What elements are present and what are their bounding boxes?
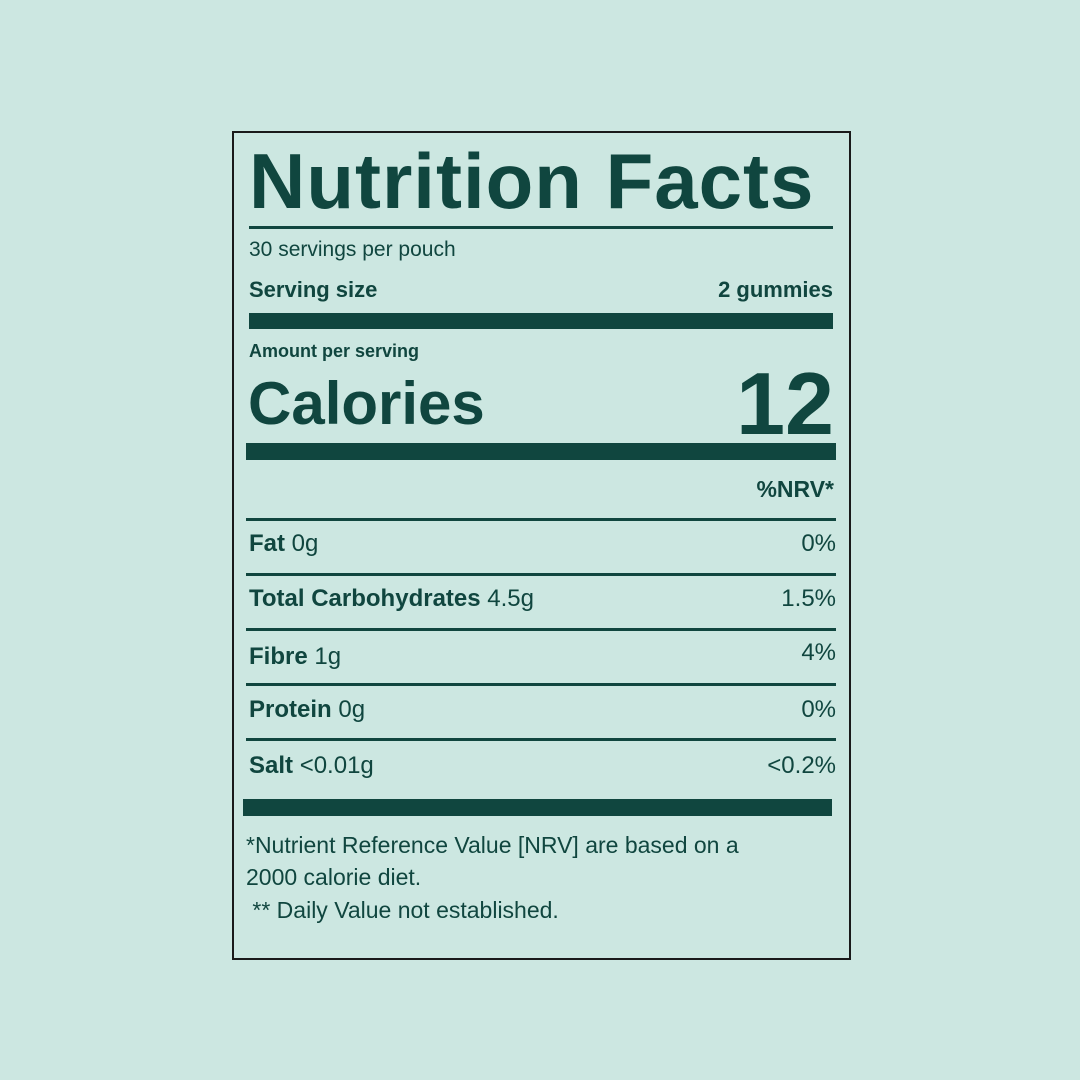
footnote: 2000 calorie diet. <box>246 864 422 890</box>
nutrient-nrv: <0.2% <box>767 752 836 779</box>
calories-value: 12 <box>736 354 834 453</box>
footnote: *Nutrient Reference Value [NRV] are base… <box>246 832 739 858</box>
nutrient-row: Total Carbohydrates 4.5g 1.5% <box>249 584 836 614</box>
nutrient-name: Protein <box>249 696 332 723</box>
nutrient-row: Fibre 1g 4% <box>249 639 836 672</box>
nutrient-name: Salt <box>249 752 294 779</box>
nutrient-nrv: 4% <box>801 639 836 666</box>
serving-size-row: Serving size 2 gummies <box>249 275 833 305</box>
nutrient-nrv: 0% <box>801 696 836 723</box>
divider <box>246 738 836 741</box>
servings-per-container: 30 servings per pouch <box>249 238 456 261</box>
thick-divider <box>243 799 832 816</box>
divider <box>246 518 836 521</box>
amount-per-serving: Amount per serving <box>249 341 420 361</box>
serving-size-label: Serving size <box>249 277 378 302</box>
thick-divider <box>246 443 836 460</box>
nutrient-amount: 4.5g <box>487 585 534 612</box>
footnote: ** Daily Value not established. <box>246 897 559 923</box>
divider <box>246 683 836 686</box>
nutrient-row: Salt <0.01g <0.2% <box>249 751 836 781</box>
nutrient-name: Fibre <box>249 643 308 670</box>
nutrient-row: Fat 0g 0% <box>249 529 836 559</box>
nutrient-row: Protein 0g 0% <box>249 695 836 725</box>
nutrient-nrv: 1.5% <box>781 585 836 612</box>
nrv-header: %NRV* <box>756 476 834 502</box>
nutrient-amount: 0g <box>338 696 366 723</box>
nutrient-amount: <0.01g <box>299 752 374 779</box>
nutrition-label-border <box>232 131 851 960</box>
divider <box>246 573 836 576</box>
label-title: Nutrition Facts <box>249 137 815 225</box>
nutrient-name: Total Carbohydrates <box>249 585 481 612</box>
thick-divider <box>249 313 833 329</box>
nutrient-amount: 1g <box>314 643 342 670</box>
nutrient-amount: 0g <box>291 530 319 557</box>
divider <box>249 226 833 229</box>
calories-label: Calories <box>248 370 485 437</box>
nutrient-name: Fat <box>249 530 285 557</box>
serving-size-value: 2 gummies <box>718 277 833 302</box>
nutrient-nrv: 0% <box>801 530 836 557</box>
divider <box>246 628 836 631</box>
